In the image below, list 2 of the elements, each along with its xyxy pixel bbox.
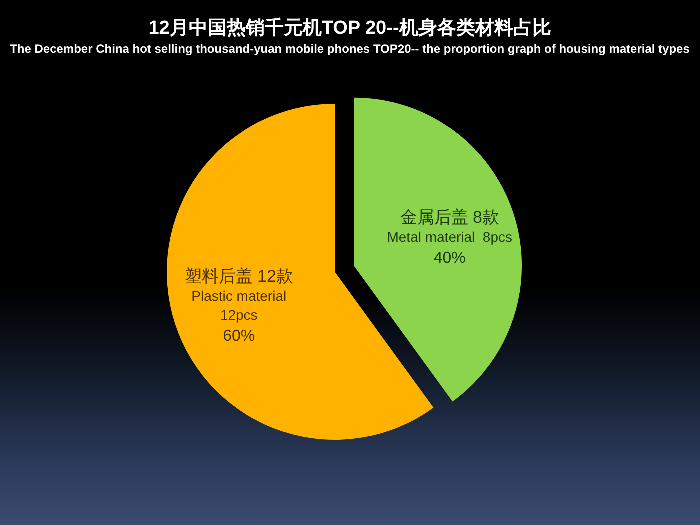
title: 12月中国热销千元机TOP 20--机身各类材料占比	[148, 18, 552, 39]
subtitle: The December China hot selling thousand-yuan mobile phones TOP20-- the proportion graph of housing material types	[10, 42, 690, 56]
